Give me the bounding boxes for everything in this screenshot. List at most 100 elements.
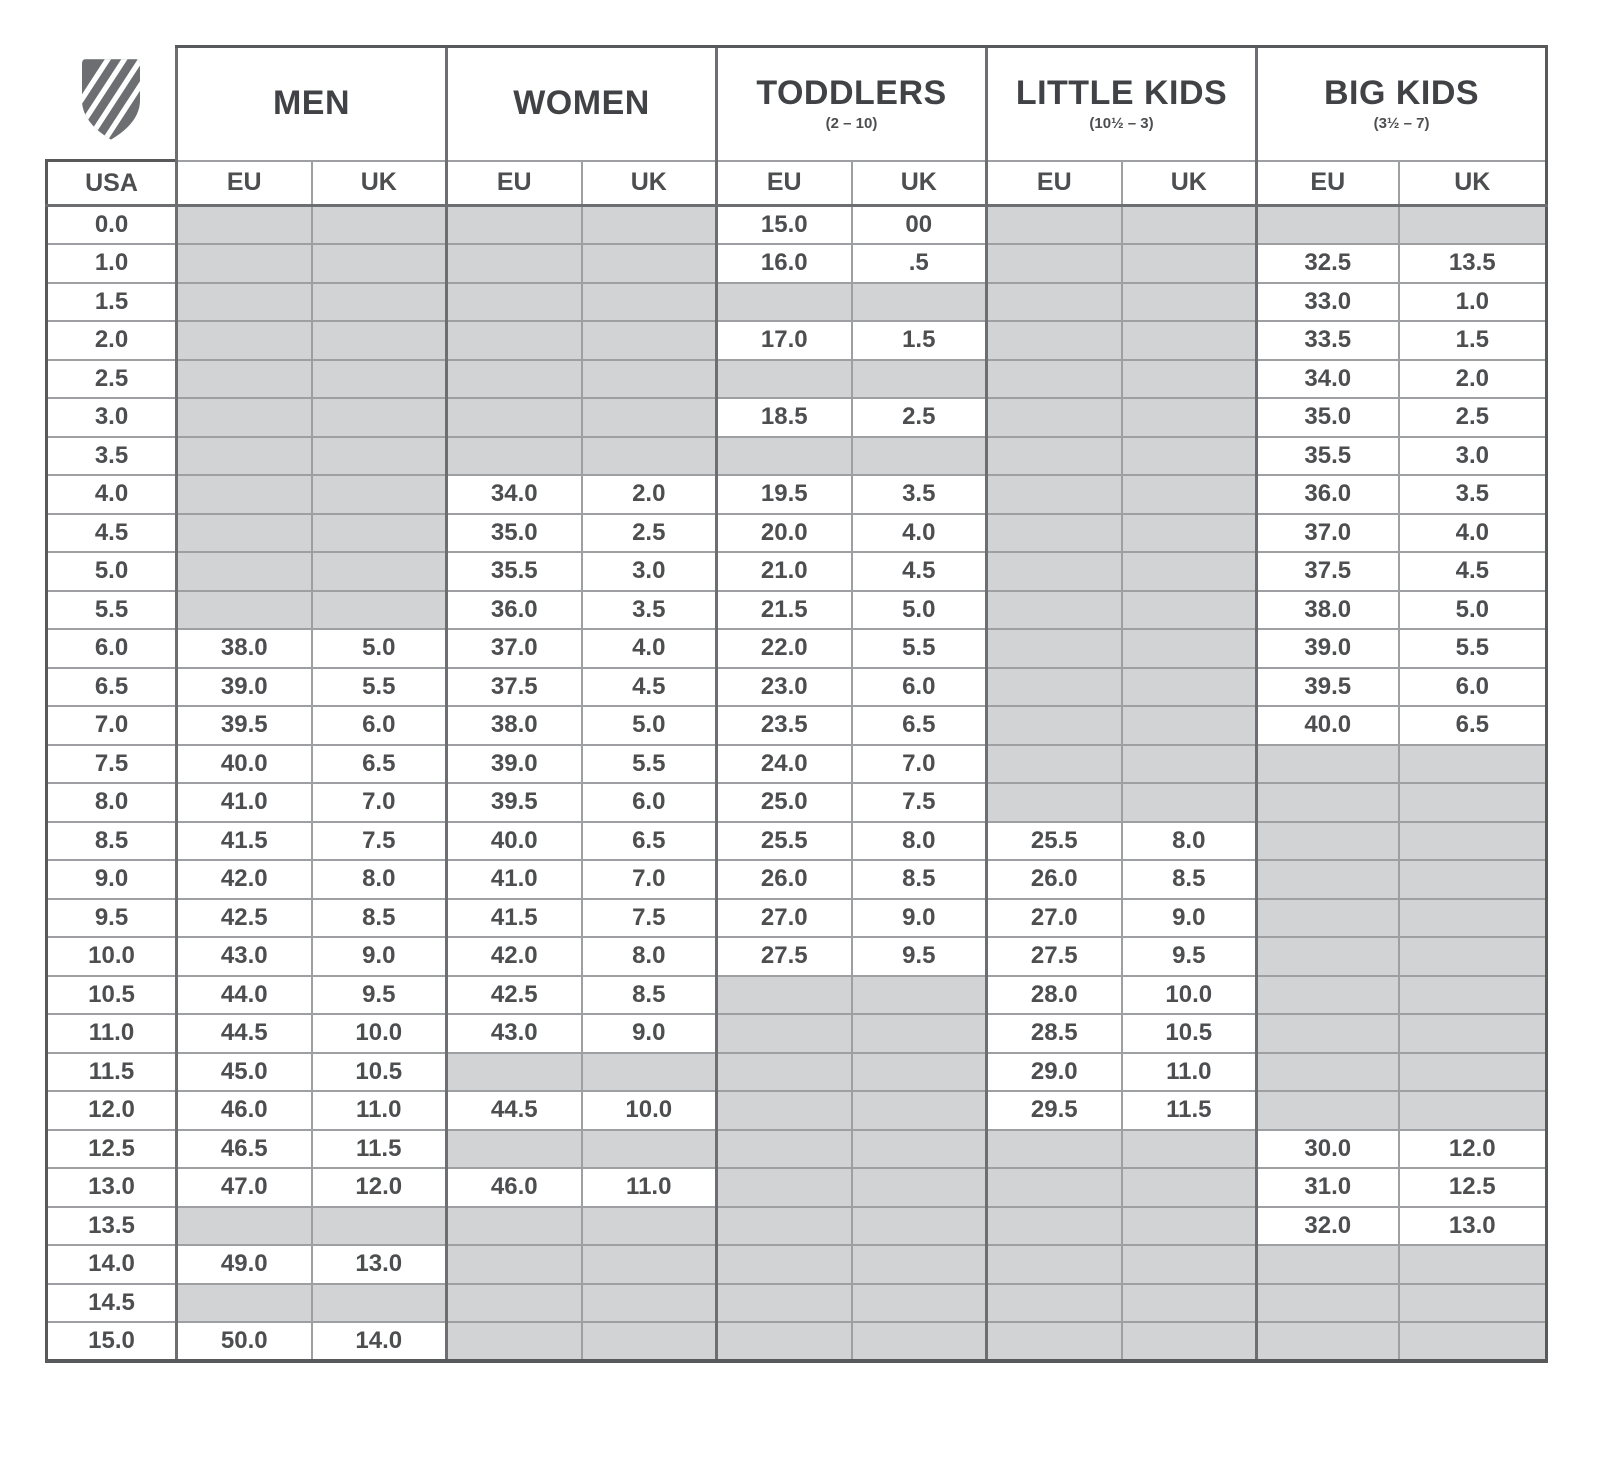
women-uk-cell: 4.5: [580, 666, 718, 707]
kswiss-logo: [46, 46, 177, 161]
women-eu-cell: [445, 281, 583, 322]
little-kids-uk-cell: 8.0: [1120, 820, 1258, 861]
little-kids-uk-cell: [1120, 281, 1258, 322]
toddlers-eu-cell: 17.0: [715, 320, 853, 361]
toddlers-uk-cell: [850, 281, 988, 322]
little-kids-uk-cell: [1120, 435, 1258, 476]
little-kids-uk-cell: [1120, 320, 1258, 361]
big-kids-uk-cell: 2.5: [1397, 397, 1549, 438]
column-header-big-kids-uk: UK: [1397, 159, 1549, 207]
little-kids-uk-cell: [1120, 474, 1258, 515]
big-kids-eu-cell: [1255, 936, 1400, 977]
men-eu-cell: 46.5: [175, 1128, 313, 1169]
men-eu-cell: [175, 1205, 313, 1246]
group-size-range: (3½ – 7): [1373, 114, 1430, 132]
usa-size-cell: 8.0: [45, 782, 178, 823]
little-kids-eu-cell: 27.0: [985, 897, 1123, 938]
toddlers-eu-cell: [715, 281, 853, 322]
big-kids-uk-cell: 4.0: [1397, 512, 1549, 553]
table-row: 14.0 49.0 13.0: [45, 1244, 1549, 1285]
little-kids-eu-cell: [985, 551, 1123, 592]
men-uk-cell: [310, 589, 448, 630]
women-uk-cell: 2.5: [580, 512, 718, 553]
men-uk-cell: 11.0: [310, 1090, 448, 1131]
column-header-little-kids-uk: UK: [1120, 159, 1258, 207]
big-kids-uk-cell: [1397, 859, 1549, 900]
usa-size-cell: 3.5: [45, 435, 178, 476]
column-header-toddlers-eu: EU: [715, 159, 853, 207]
men-uk-cell: 5.5: [310, 666, 448, 707]
table-row: 3.5 35.5 3.0: [45, 435, 1549, 476]
little-kids-uk-cell: [1120, 243, 1258, 284]
group-size-range: (10½ – 3): [1089, 114, 1154, 132]
table-row: 4.0 34.0 2.0 19.5 3.5 36.0 3.5: [45, 474, 1549, 515]
men-uk-cell: 8.5: [310, 897, 448, 938]
table-row: 10.0 43.0 9.0 42.0 8.0 27.5 9.5 27.5 9.5: [45, 936, 1549, 977]
men-uk-cell: [310, 281, 448, 322]
little-kids-eu-cell: [985, 397, 1123, 438]
toddlers-eu-cell: [715, 1051, 853, 1092]
table-row: 7.0 39.5 6.0 38.0 5.0 23.5 6.5 40.0 6.5: [45, 705, 1549, 746]
men-uk-cell: [310, 320, 448, 361]
little-kids-uk-cell: [1120, 1128, 1258, 1169]
little-kids-eu-cell: 29.5: [985, 1090, 1123, 1131]
big-kids-uk-cell: 6.5: [1397, 705, 1549, 746]
toddlers-eu-cell: 18.5: [715, 397, 853, 438]
group-label: BIG KIDS: [1323, 73, 1480, 112]
men-uk-cell: [310, 243, 448, 284]
usa-size-cell: 0.0: [45, 204, 178, 245]
big-kids-uk-cell: [1397, 782, 1549, 823]
big-kids-eu-cell: 32.0: [1255, 1205, 1400, 1246]
men-uk-cell: 14.0: [310, 1321, 448, 1363]
big-kids-uk-cell: [1397, 1244, 1549, 1285]
women-eu-cell: 44.5: [445, 1090, 583, 1131]
little-kids-uk-cell: [1120, 397, 1258, 438]
big-kids-uk-cell: 5.5: [1397, 628, 1549, 669]
women-eu-cell: [445, 435, 583, 476]
toddlers-eu-cell: 27.0: [715, 897, 853, 938]
toddlers-eu-cell: 23.0: [715, 666, 853, 707]
women-uk-cell: [580, 1321, 718, 1363]
usa-size-cell: 1.0: [45, 243, 178, 284]
toddlers-uk-cell: [850, 1090, 988, 1131]
little-kids-eu-cell: 25.5: [985, 820, 1123, 861]
usa-size-cell: 6.5: [45, 666, 178, 707]
toddlers-eu-cell: [715, 1244, 853, 1285]
women-eu-cell: [445, 397, 583, 438]
table-row: 0.0 15.0 00: [45, 204, 1549, 245]
men-eu-cell: 41.0: [175, 782, 313, 823]
usa-size-cell: 7.5: [45, 743, 178, 784]
men-eu-cell: 44.0: [175, 974, 313, 1015]
toddlers-uk-cell: 8.5: [850, 859, 988, 900]
toddlers-uk-cell: 5.0: [850, 589, 988, 630]
toddlers-uk-cell: 7.5: [850, 782, 988, 823]
women-uk-cell: [580, 281, 718, 322]
toddlers-eu-cell: [715, 435, 853, 476]
men-eu-cell: 38.0: [175, 628, 313, 669]
table-row: 13.5 32.0 13.0: [45, 1205, 1549, 1246]
group-size-range: (2 – 10): [825, 114, 878, 132]
little-kids-uk-cell: 10.5: [1120, 1013, 1258, 1054]
men-uk-cell: 11.5: [310, 1128, 448, 1169]
toddlers-uk-cell: [850, 435, 988, 476]
women-eu-cell: 36.0: [445, 589, 583, 630]
big-kids-eu-cell: 35.5: [1255, 435, 1400, 476]
little-kids-uk-cell: [1120, 1321, 1258, 1363]
big-kids-eu-cell: 37.5: [1255, 551, 1400, 592]
group-label: MEN: [272, 83, 351, 122]
women-eu-cell: [445, 204, 583, 245]
men-eu-cell: 40.0: [175, 743, 313, 784]
column-header-toddlers-uk: UK: [850, 159, 988, 207]
usa-size-cell: 2.0: [45, 320, 178, 361]
women-uk-cell: 2.0: [580, 474, 718, 515]
women-eu-cell: 41.0: [445, 859, 583, 900]
toddlers-eu-cell: 22.0: [715, 628, 853, 669]
usa-size-cell: 14.5: [45, 1282, 178, 1323]
big-kids-uk-cell: [1397, 1013, 1549, 1054]
column-header-men-uk: UK: [310, 159, 448, 207]
usa-size-cell: 7.0: [45, 705, 178, 746]
table-row: 4.5 35.0 2.5 20.0 4.0 37.0 4.0: [45, 512, 1549, 553]
big-kids-uk-cell: 1.5: [1397, 320, 1549, 361]
big-kids-eu-cell: [1255, 1321, 1400, 1363]
